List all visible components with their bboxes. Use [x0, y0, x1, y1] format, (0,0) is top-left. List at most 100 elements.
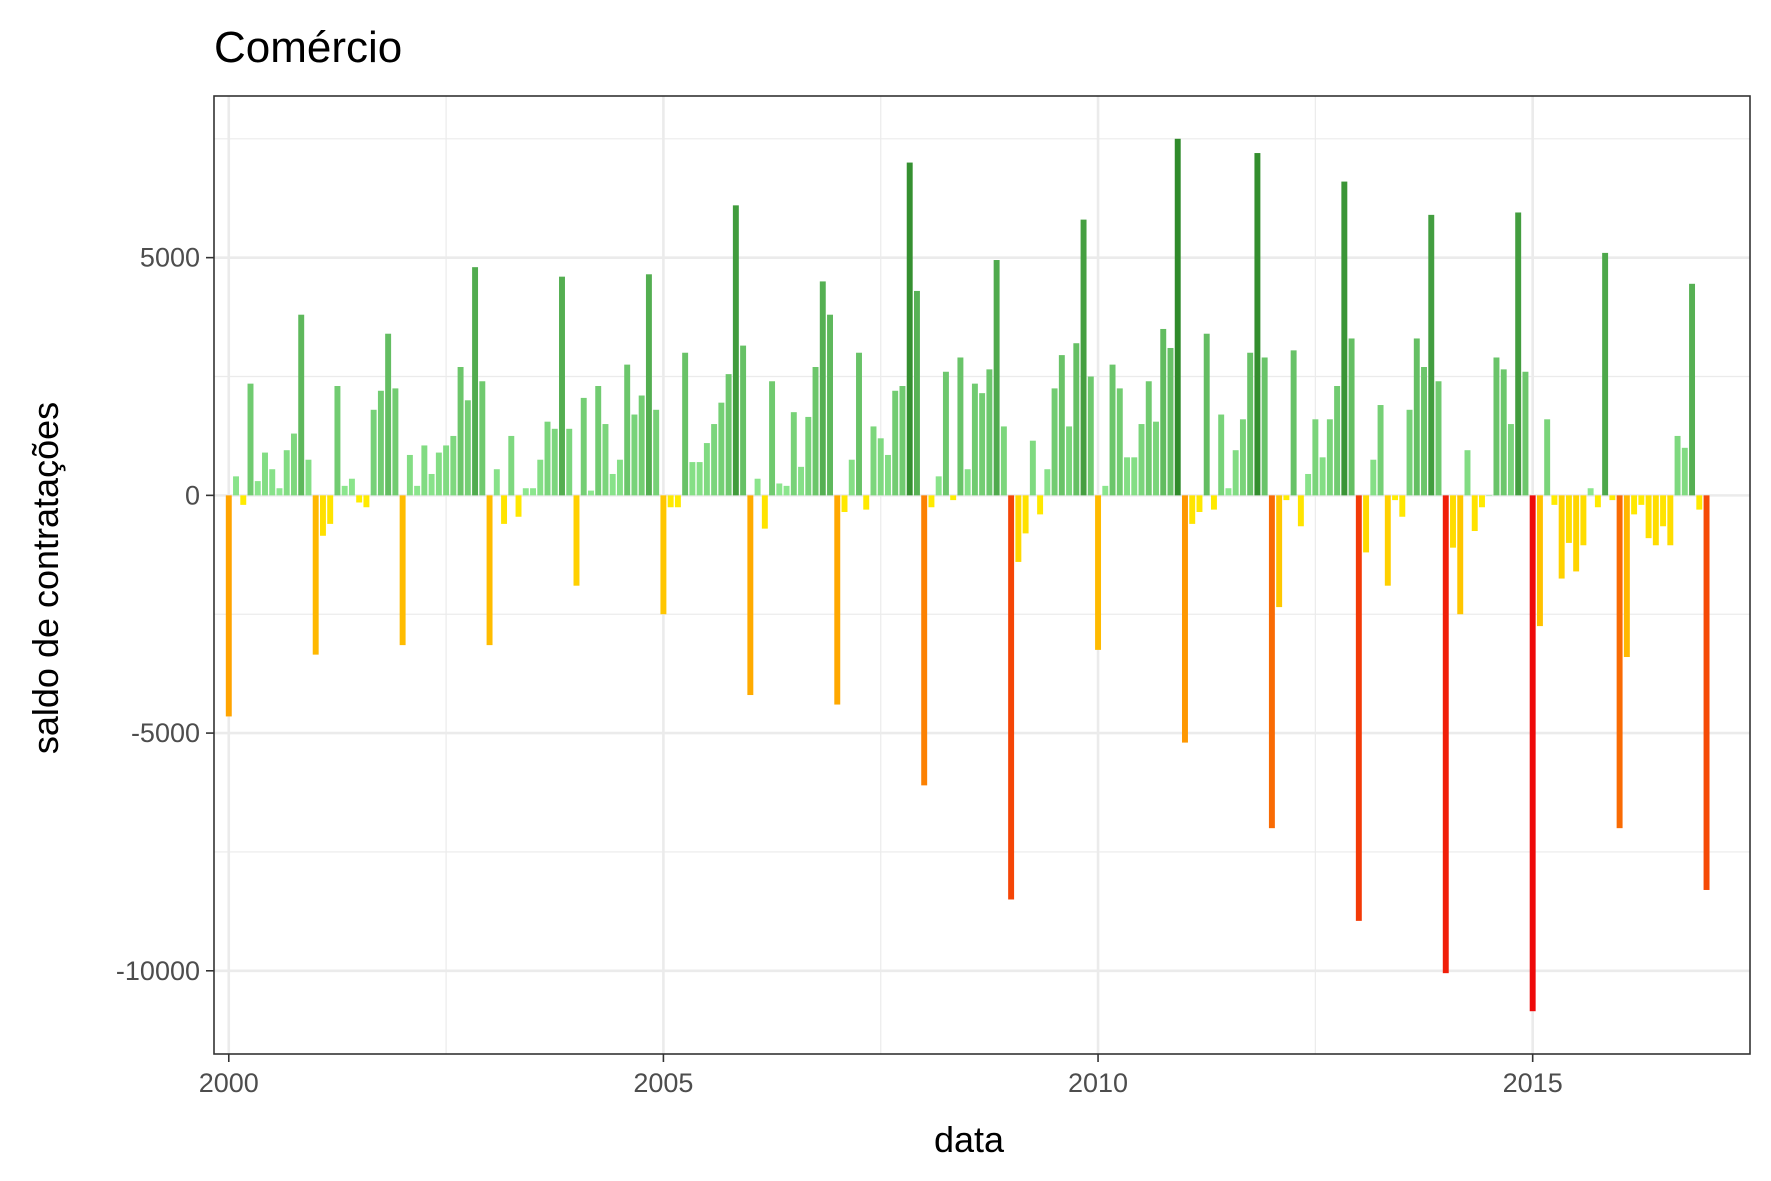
bar: [1399, 495, 1406, 517]
bar: [312, 495, 319, 655]
bar: [645, 274, 652, 496]
bar: [1573, 495, 1580, 572]
bar: [674, 495, 681, 508]
bar: [1638, 495, 1645, 505]
bar: [761, 495, 768, 529]
bar: [559, 276, 565, 496]
bar: [551, 428, 558, 496]
bar: [957, 357, 964, 496]
bar: [696, 462, 703, 496]
bar: [1696, 495, 1703, 510]
bar: [653, 409, 660, 496]
bar: [341, 485, 348, 496]
bar: [942, 371, 949, 496]
bar: [776, 483, 783, 496]
bar: [522, 488, 529, 496]
bar: [1377, 405, 1384, 496]
bar: [1305, 473, 1312, 496]
bar: [798, 466, 805, 496]
bar: [971, 383, 978, 496]
bar: [986, 369, 993, 496]
bar: [1363, 495, 1370, 553]
bar: [254, 481, 261, 496]
bar: [1471, 495, 1478, 532]
bar: [624, 364, 631, 496]
bar: [1493, 357, 1500, 496]
bar: [1406, 409, 1413, 496]
bar: [993, 260, 1000, 496]
bar: [1022, 495, 1029, 534]
bar: [1551, 495, 1558, 505]
bar: [385, 333, 392, 496]
bar: [457, 367, 464, 496]
bar: [841, 495, 848, 512]
x-axis-ticks: 2000 2005 2010 2015: [199, 1054, 1563, 1098]
bar: [1355, 495, 1362, 921]
bar: [544, 421, 551, 496]
bar: [1087, 376, 1094, 496]
bar: [298, 314, 305, 496]
bar: [233, 476, 239, 496]
bar: [399, 495, 406, 646]
bar: [247, 383, 254, 496]
bar: [1218, 414, 1225, 496]
bar: [1500, 369, 1507, 496]
bar: [964, 469, 971, 496]
bar: [899, 386, 906, 496]
x-tick-label: 2005: [633, 1068, 693, 1098]
bar: [1515, 212, 1522, 496]
bar: [1124, 457, 1130, 496]
bar: [1507, 424, 1514, 496]
bar: [1667, 495, 1674, 546]
bar: [1334, 386, 1341, 496]
bar: [1442, 495, 1449, 974]
x-tick-label: 2010: [1068, 1068, 1128, 1098]
bar: [1029, 440, 1036, 496]
bar: [870, 426, 877, 496]
bar: [363, 495, 370, 508]
bar: [421, 445, 428, 496]
bar: [1153, 421, 1159, 496]
bar: [790, 412, 797, 496]
bar: [486, 495, 493, 646]
bar: [1631, 495, 1638, 515]
bar: [906, 162, 913, 496]
bar: [1348, 338, 1355, 496]
bar: [1283, 495, 1290, 501]
bar: [1225, 488, 1232, 496]
bar: [1544, 419, 1551, 496]
bar: [1066, 426, 1073, 496]
bar: [1015, 495, 1022, 562]
bar: [616, 459, 623, 496]
bar: [1428, 214, 1435, 496]
bar: [979, 393, 986, 496]
bar: [827, 314, 833, 496]
bar: [1095, 495, 1102, 650]
bar: [501, 495, 508, 524]
bar: [740, 345, 747, 496]
bar: [631, 414, 638, 496]
bar: [1609, 495, 1616, 501]
bar: [877, 438, 884, 496]
bar: [718, 402, 725, 496]
bar: [1623, 495, 1630, 658]
bar: [537, 459, 544, 496]
y-tick-label: -10000: [116, 956, 200, 986]
bar: [1290, 350, 1297, 496]
bar: [732, 205, 739, 496]
bar: [573, 495, 580, 586]
bar: [392, 388, 399, 496]
bar: [1312, 419, 1319, 496]
bar: [225, 495, 232, 717]
bar: [1167, 347, 1174, 496]
bar: [1479, 495, 1485, 508]
bar: [769, 381, 776, 496]
bar: [1674, 435, 1681, 496]
x-axis-title: data: [934, 1119, 1005, 1160]
bar: [1044, 469, 1051, 496]
bar: [1232, 450, 1239, 496]
bar: [805, 416, 812, 496]
bar: [276, 488, 283, 496]
bar: [1247, 352, 1254, 496]
bar: [406, 454, 413, 496]
